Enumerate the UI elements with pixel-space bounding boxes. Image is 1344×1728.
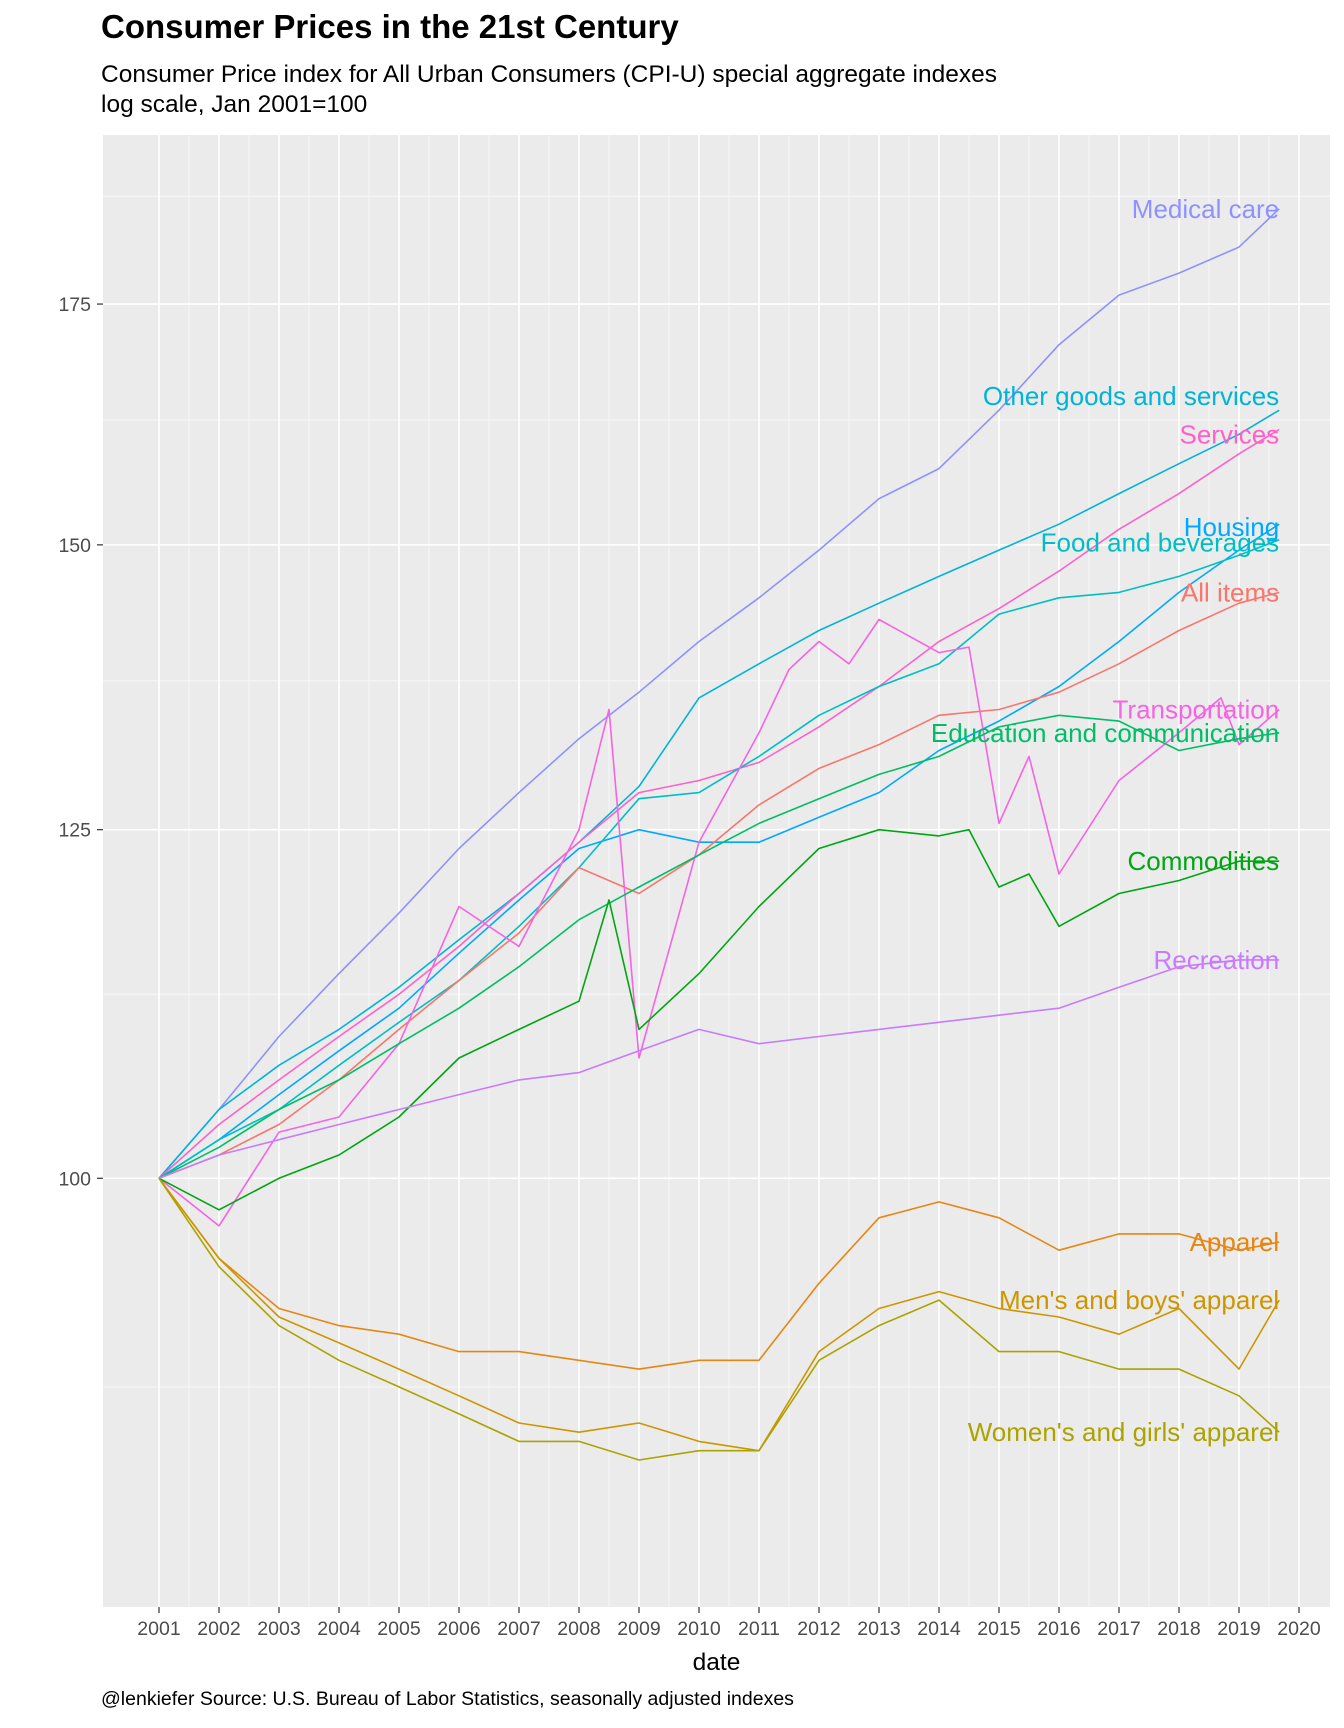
series-lines (158, 208, 1280, 1461)
axes: 100 125 150 175 2001 2002 2003 2004 2005 2006 2007… (58, 294, 1320, 1676)
series-line (158, 959, 1280, 1180)
series-line (158, 1177, 1280, 1461)
series-label: Other goods and services (983, 381, 1279, 411)
x-tick-label: 2017 (1097, 1618, 1140, 1640)
x-axis-title: date (693, 1649, 741, 1676)
x-tick-label: 2001 (137, 1618, 180, 1640)
series-line (158, 208, 1280, 1179)
x-tick-label: 2006 (437, 1618, 480, 1640)
x-tick-label: 2012 (797, 1618, 840, 1640)
series-label: Services (1179, 419, 1279, 449)
series-label: Men's and boys' apparel (999, 1285, 1279, 1315)
chart-caption: @lenkiefer Source: U.S. Bureau of Labor … (101, 1688, 794, 1710)
series-label: Apparel (1190, 1227, 1280, 1257)
series-line (158, 428, 1280, 1179)
y-tick-label: 100 (58, 1168, 91, 1190)
series-line (158, 409, 1280, 1179)
series-label: Medical care (1132, 194, 1279, 224)
x-tick-label: 2004 (317, 1618, 361, 1640)
x-tick-label: 2011 (738, 1618, 780, 1640)
series-label: Housing (1184, 512, 1279, 542)
x-tick-label: 2018 (1157, 1618, 1200, 1640)
grid-lines (103, 135, 1330, 1607)
series-label: Transportation (1113, 694, 1280, 724)
series-label: Education and communication (931, 718, 1279, 748)
chart-title: Consumer Prices in the 21st Century (101, 8, 679, 45)
series-label: Women's and girls' apparel (968, 1417, 1280, 1447)
x-tick-label: 2015 (977, 1618, 1021, 1640)
series-line (158, 828, 1280, 1211)
x-tick-label: 2008 (557, 1618, 600, 1640)
y-tick-label: 150 (58, 535, 91, 557)
x-tick-label: 2010 (677, 1618, 721, 1640)
series-label: All items (1181, 577, 1279, 607)
x-tick-label: 2002 (197, 1618, 240, 1640)
x-tick-label: 2003 (257, 1618, 300, 1640)
series-label: Recreation (1153, 945, 1279, 975)
series-line (158, 1177, 1280, 1452)
x-tick-label: 2016 (1037, 1618, 1080, 1640)
y-tick-label: 175 (58, 294, 91, 316)
subtitle-line-2: log scale, Jan 2001=100 (101, 91, 368, 118)
x-tick-label: 2013 (857, 1618, 900, 1640)
series-label: Food and beverages (1041, 528, 1280, 558)
series-line (158, 714, 1280, 1180)
panel-background (103, 135, 1330, 1607)
x-tick-label: 2019 (1217, 1618, 1260, 1640)
x-tick-label: 2005 (377, 1618, 421, 1640)
x-tick-label: 2020 (1277, 1618, 1321, 1640)
series-line (158, 591, 1280, 1180)
plot-panel (103, 135, 1330, 1607)
series-label: Commodities (1127, 846, 1279, 876)
series-line (158, 538, 1280, 1179)
series-line (158, 618, 1280, 1227)
subtitle-line-1: Consumer Price index for All Urban Consu… (101, 61, 997, 88)
x-tick-label: 2009 (617, 1618, 660, 1640)
series-line (158, 523, 1280, 1179)
x-tick-label: 2007 (497, 1618, 540, 1640)
y-tick-label: 125 (58, 820, 91, 842)
chart-subtitle: Consumer Price index for All Urban Consu… (101, 60, 997, 120)
series-line (158, 1177, 1280, 1370)
series-labels: Medical care Other goods and services Serv… (931, 194, 1279, 1447)
x-tick-label: 2014 (917, 1618, 961, 1640)
